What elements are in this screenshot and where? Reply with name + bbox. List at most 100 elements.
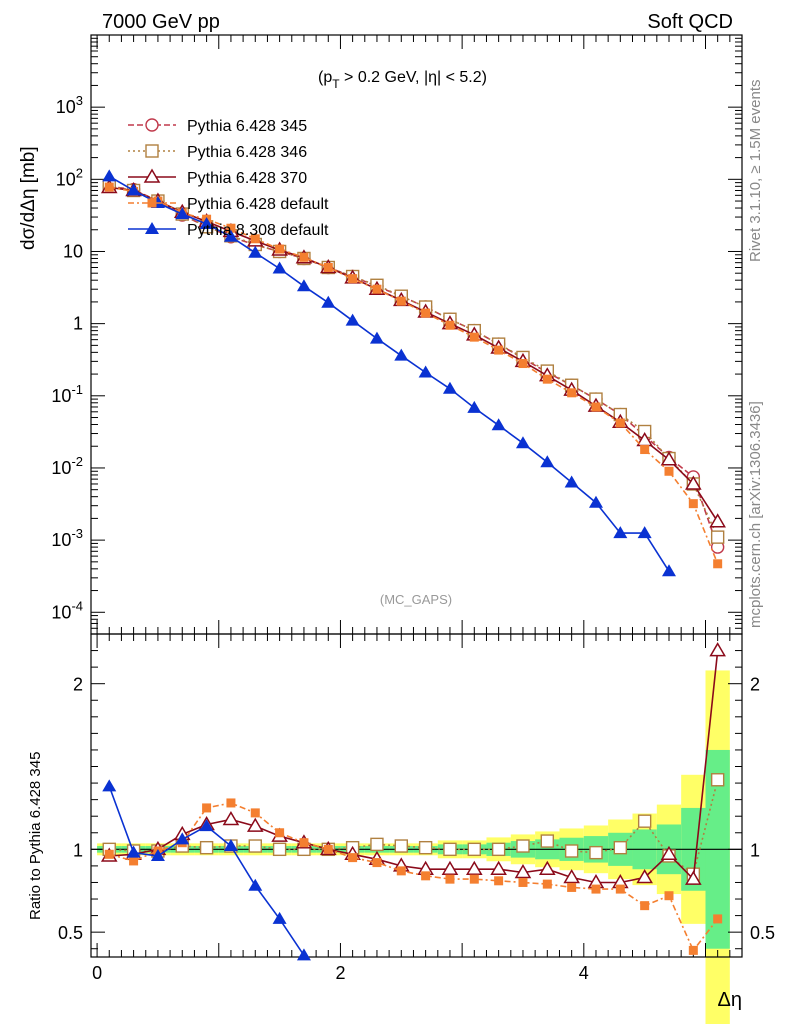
data-point-p346: [589, 845, 603, 860]
y-axis-label-main: dσ/dΔη [mb]: [18, 146, 39, 250]
data-point-p370: [441, 860, 459, 875]
y-tick-label: 10-4: [51, 598, 83, 622]
ratio-y-tick-label-right: 0.5: [750, 923, 775, 943]
data-point-p370: [660, 451, 678, 466]
legend-marker-p346: [145, 144, 159, 158]
data-point-p8def: [150, 848, 165, 861]
data-point-p370: [660, 845, 678, 861]
x-tick-label: 2: [335, 963, 345, 983]
data-point-p6def: [323, 844, 333, 854]
data-point-p6def: [396, 296, 406, 306]
ratio-panel-series: [100, 642, 726, 961]
data-point-p346: [199, 840, 214, 855]
data-point-p8def: [613, 526, 628, 539]
data-point-p8def: [369, 331, 384, 344]
legend: Pythia 6.428 345 Pythia 6.428 346 Pythia 6…: [128, 118, 329, 239]
data-point-p370: [246, 817, 264, 832]
data-point-p6def: [372, 858, 382, 868]
data-point-p8def: [102, 169, 117, 182]
data-point-p370: [709, 513, 726, 528]
data-point-p6def: [567, 388, 577, 398]
ratio-frame: [90, 633, 743, 958]
data-point-p6def: [518, 877, 528, 887]
data-point-p6def: [518, 359, 528, 369]
data-point-p6def: [129, 856, 139, 866]
data-point-p6def: [299, 838, 309, 848]
data-point-p8def: [248, 878, 263, 891]
data-point-p346: [564, 844, 579, 858]
data-point-p8def: [564, 475, 579, 488]
data-point-p8def: [175, 832, 190, 845]
data-point-p6def: [591, 402, 601, 412]
data-point-p6def: [104, 849, 114, 859]
data-point-p370: [222, 811, 240, 826]
y-tick-label: 1: [73, 314, 83, 334]
ratio-y-tick-label: 2: [73, 675, 83, 695]
data-point-p6def: [494, 876, 504, 886]
data-point-p370: [685, 870, 702, 885]
data-point-p6def: [445, 320, 455, 330]
data-point-p8def: [515, 436, 530, 449]
data-point-p8def: [126, 183, 141, 196]
data-point-p370: [465, 860, 483, 875]
legend-marker-p6def: [147, 198, 157, 208]
y-tick-label-exponent: -2: [71, 454, 83, 469]
data-point-p6def: [250, 234, 260, 244]
data-point-p6def: [567, 882, 577, 892]
data-point-p8def: [491, 418, 506, 431]
data-point-p346: [637, 814, 652, 828]
legend-marker-p8def: [145, 222, 159, 234]
data-point-p346: [540, 834, 555, 848]
data-point-p6def: [275, 244, 285, 254]
data-point-p6def: [664, 466, 674, 476]
data-point-p8def: [102, 779, 117, 792]
data-point-p346: [248, 839, 262, 853]
legend-marker-p370: [143, 168, 161, 183]
y-tick-label-exponent: -3: [71, 526, 83, 541]
data-point-p346: [394, 839, 408, 853]
data-point-p8def: [637, 526, 652, 539]
cut-subtitle-rest: > 0.2 GeV, |η| < 5.2): [340, 69, 487, 86]
y-tick-label: 10: [63, 241, 83, 261]
data-point-p6def: [542, 879, 552, 889]
y-tick-label-base: 10: [51, 458, 71, 478]
data-point-p346: [491, 842, 506, 857]
y-tick-label-exponent: -1: [71, 382, 83, 397]
data-point-p370: [539, 860, 556, 875]
data-point-p6def: [250, 808, 260, 818]
data-point-p6def: [469, 874, 479, 884]
data-point-p6def: [640, 901, 650, 911]
data-point-p8def: [175, 207, 190, 220]
data-point-p346: [710, 530, 725, 544]
data-point-p6def: [372, 284, 382, 294]
analysis-tag: (MC_GAPS): [380, 592, 452, 607]
data-point-p6def: [323, 262, 333, 272]
data-point-p6def: [421, 308, 431, 318]
data-point-p370: [490, 860, 507, 875]
data-point-p6def: [713, 914, 723, 924]
data-point-p8def: [248, 245, 263, 258]
data-point-p346: [370, 837, 384, 852]
series-line-p6def: [109, 186, 719, 565]
y-tick-label-base: 10: [51, 386, 71, 406]
x-axis-label: Δη: [718, 989, 742, 1011]
cut-subtitle: (pT > 0.2 GeV, |η| < 5.2): [318, 69, 487, 91]
legend-label-p345: Pythia 6.428 345: [187, 118, 307, 135]
data-point-p8def: [296, 948, 311, 961]
data-point-p370: [685, 475, 702, 490]
data-point-p8def: [199, 819, 214, 832]
y-tick-label-exponent: -4: [71, 598, 83, 613]
x-tick-label: 0: [92, 963, 102, 983]
series-p6def: [104, 182, 723, 569]
y-tick-label: 102: [56, 165, 83, 189]
legend-label-p346: Pythia 6.428 346: [187, 144, 307, 161]
series-p8def: [102, 779, 311, 961]
data-point-p346: [272, 842, 287, 857]
data-point-p8def: [296, 279, 311, 292]
data-point-p346: [418, 840, 433, 855]
data-point-p8def: [223, 229, 238, 242]
legend-label-p8def: Pythia 8.308 default: [187, 222, 329, 239]
ratio-y-tick-label: 0.5: [58, 923, 83, 943]
y-tick-label: 103: [56, 93, 83, 117]
